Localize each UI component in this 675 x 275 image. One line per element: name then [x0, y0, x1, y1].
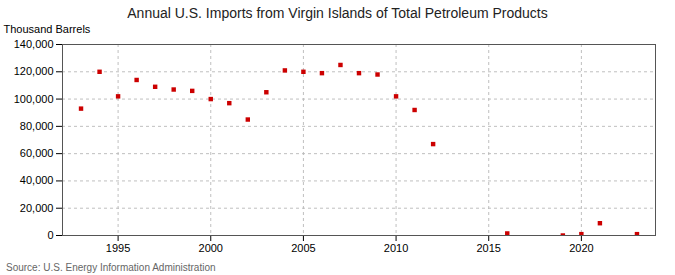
svg-text:0: 0 [47, 229, 53, 241]
svg-text:80,000: 80,000 [20, 120, 54, 132]
svg-text:100,000: 100,000 [14, 93, 54, 105]
html-text:Source: U.S. Energy Informatio: Source: U.S. Energy Information Administ… [6, 262, 216, 273]
svg-text:2015: 2015 [476, 242, 500, 254]
svg-text:1995: 1995 [106, 242, 130, 254]
svg-text:Thousand Barrels: Thousand Barrels [4, 23, 91, 35]
svg-text:60,000: 60,000 [20, 147, 54, 159]
svg-text:2005: 2005 [291, 242, 315, 254]
html-text:Annual U.S. Imports from Virgi: Annual U.S. Imports from Virgin Islands … [127, 5, 548, 21]
svg-text:40,000: 40,000 [20, 174, 54, 186]
svg-text:140,000: 140,000 [14, 38, 54, 50]
svg-text:20,000: 20,000 [20, 202, 54, 214]
svg-text:2020: 2020 [569, 242, 593, 254]
svg-text:2000: 2000 [199, 242, 223, 254]
svg-text:120,000: 120,000 [14, 65, 54, 77]
svg-text:2010: 2010 [384, 242, 408, 254]
